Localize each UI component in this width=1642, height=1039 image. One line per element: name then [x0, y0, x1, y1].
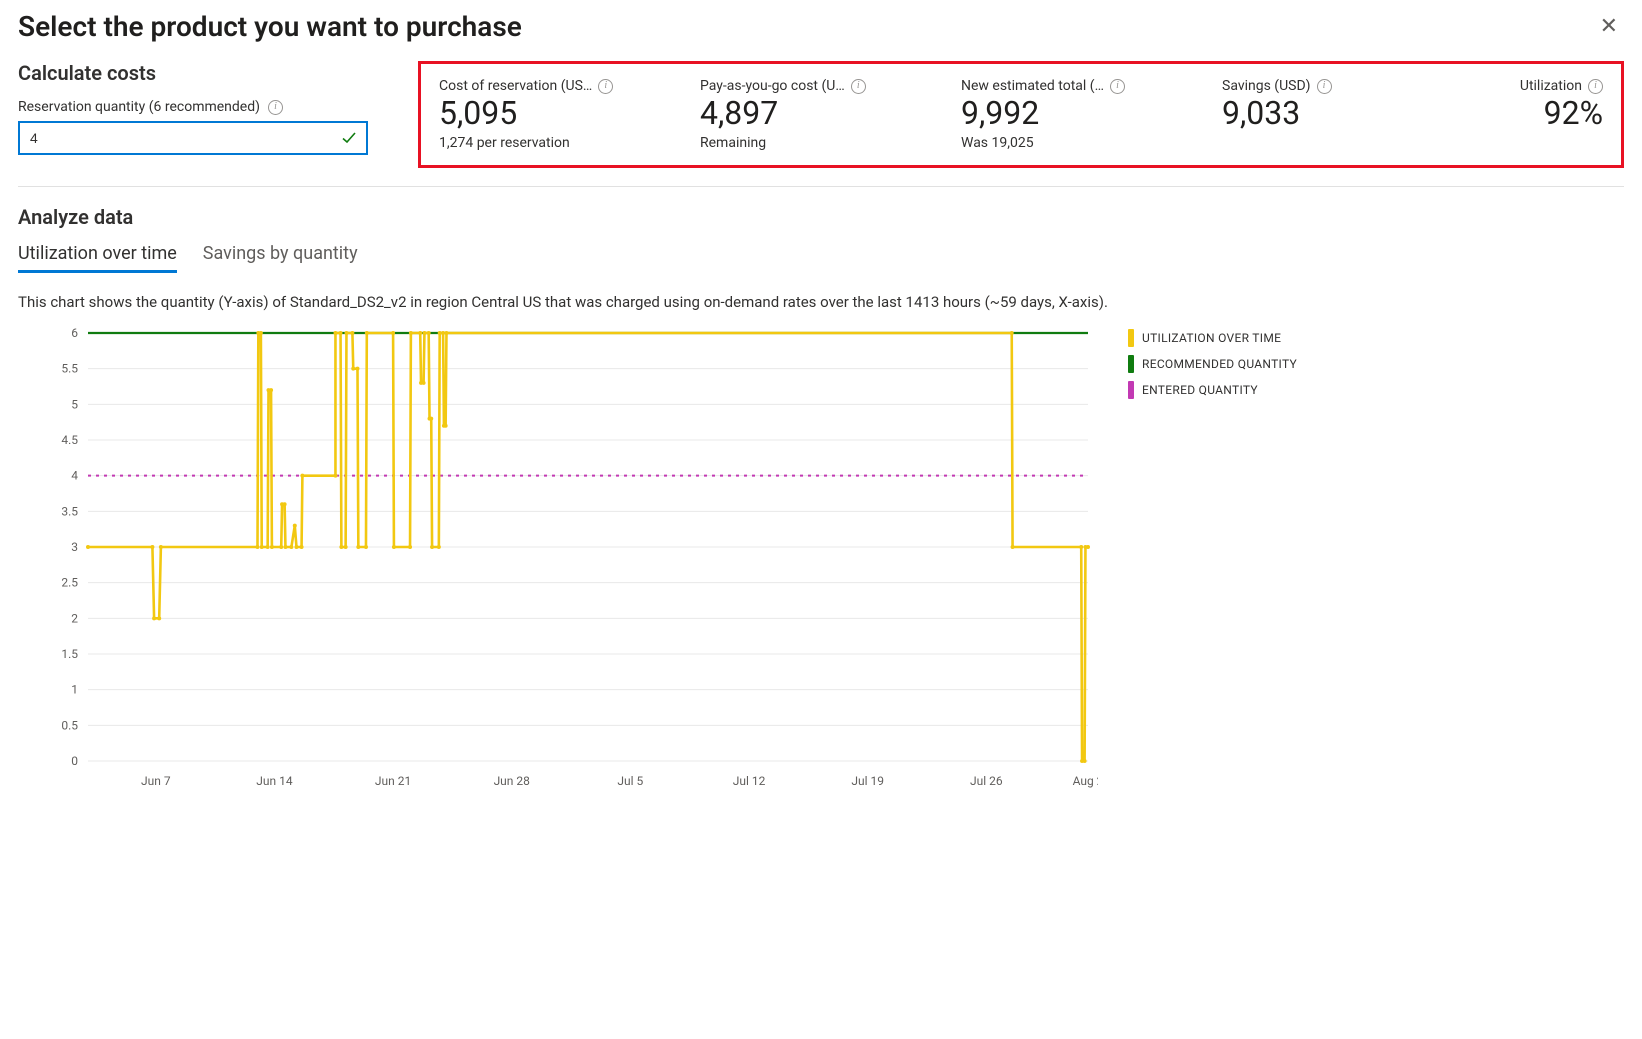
tab-savings[interactable]: Savings by quantity: [203, 243, 358, 273]
stat-value: 9,033: [1222, 96, 1471, 131]
stat-value: 9,992: [961, 96, 1210, 131]
utilization-chart: 0 0.5 1 1.5 2 2.5 3 3.5 4 4.5 5 5.5 6 Jun 7 Jun 14 Jun …: [18, 325, 1098, 795]
legend-swatch: [1128, 329, 1134, 347]
svg-text:5: 5: [71, 398, 78, 412]
info-icon[interactable]: i: [1317, 79, 1332, 94]
quantity-label: Reservation quantity (6 recommended): [18, 99, 260, 115]
svg-text:Jun 21: Jun 21: [375, 774, 411, 788]
analyze-tabs: Utilization over time Savings by quantity: [18, 243, 1624, 273]
quantity-input-wrap[interactable]: [18, 121, 368, 155]
legend-label: ENTERED QUANTITY: [1142, 383, 1258, 397]
info-icon[interactable]: i: [598, 79, 613, 94]
svg-text:3.5: 3.5: [61, 505, 78, 519]
legend-item: RECOMMENDED QUANTITY: [1128, 355, 1297, 373]
legend-label: RECOMMENDED QUANTITY: [1142, 357, 1297, 371]
stat-value: 4,897: [700, 96, 949, 131]
svg-text:0: 0: [71, 754, 78, 768]
legend-item: UTILIZATION OVER TIME: [1128, 329, 1297, 347]
stat-title: New estimated total (…: [961, 78, 1104, 94]
calculate-costs-heading: Calculate costs: [18, 61, 418, 85]
quantity-input[interactable]: [28, 129, 332, 147]
svg-text:4: 4: [71, 469, 78, 483]
svg-text:Aug 2: Aug 2: [1073, 774, 1098, 788]
stat-sub: 1,274 per reservation: [439, 135, 688, 151]
stat-title: Savings (USD): [1222, 78, 1311, 94]
stat-card: Utilization i 92%: [1483, 78, 1603, 131]
svg-text:5.5: 5.5: [61, 362, 78, 376]
legend-label: UTILIZATION OVER TIME: [1142, 331, 1281, 345]
legend-item: ENTERED QUANTITY: [1128, 381, 1297, 399]
svg-text:Jun 7: Jun 7: [141, 774, 171, 788]
info-icon[interactable]: i: [1110, 79, 1125, 94]
svg-text:1: 1: [71, 683, 78, 697]
svg-text:0.5: 0.5: [61, 719, 78, 733]
chart-description: This chart shows the quantity (Y-axis) o…: [18, 293, 1624, 311]
stat-title: Pay-as-you-go cost (U…: [700, 78, 845, 94]
analyze-heading: Analyze data: [18, 205, 1624, 229]
svg-text:4.5: 4.5: [61, 433, 78, 447]
legend-swatch: [1128, 355, 1134, 373]
svg-text:Jun 28: Jun 28: [494, 774, 531, 788]
chart-legend: UTILIZATION OVER TIME RECOMMENDED QUANTIT…: [1128, 325, 1297, 407]
info-icon[interactable]: i: [1588, 79, 1603, 94]
svg-text:6: 6: [71, 326, 78, 340]
stat-sub: Remaining: [700, 135, 949, 151]
stat-card: Cost of reservation (US… i 5,095 1,274 per …: [439, 78, 700, 151]
svg-text:Jun 14: Jun 14: [256, 774, 293, 788]
info-icon[interactable]: i: [268, 100, 283, 115]
svg-text:2.5: 2.5: [61, 576, 78, 590]
stat-card: New estimated total (… i 9,992 Was 19,025: [961, 78, 1222, 151]
page-title: Select the product you want to purchase: [18, 10, 522, 43]
svg-text:2: 2: [71, 612, 78, 626]
info-icon[interactable]: i: [851, 79, 866, 94]
svg-text:Jul 12: Jul 12: [733, 774, 766, 788]
legend-swatch: [1128, 381, 1134, 399]
stat-card: Pay-as-you-go cost (U… i 4,897 Remaining: [700, 78, 961, 151]
tab-utilization[interactable]: Utilization over time: [18, 243, 177, 273]
svg-text:Jul 19: Jul 19: [851, 774, 884, 788]
close-icon[interactable]: ✕: [1600, 14, 1618, 39]
stat-title: Cost of reservation (US…: [439, 78, 592, 94]
stat-value: 5,095: [439, 96, 688, 131]
stat-card: Savings (USD) i 9,033: [1222, 78, 1483, 131]
check-icon: [340, 129, 358, 147]
svg-text:3: 3: [71, 540, 78, 554]
svg-text:1.5: 1.5: [61, 647, 78, 661]
svg-text:Jul 26: Jul 26: [970, 774, 1003, 788]
svg-text:Jul 5: Jul 5: [617, 774, 643, 788]
stat-sub: Was 19,025: [961, 135, 1210, 151]
stat-value: 92%: [1483, 96, 1603, 131]
stat-title: Utilization: [1520, 78, 1582, 94]
stats-highlight-box: Cost of reservation (US… i 5,095 1,274 per …: [418, 61, 1624, 168]
